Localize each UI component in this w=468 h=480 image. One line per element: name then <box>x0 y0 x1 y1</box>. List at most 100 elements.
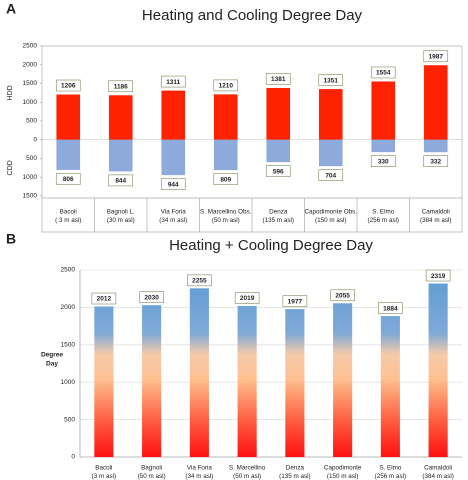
x-tick-label: Capodimonte Obs. <box>304 209 357 216</box>
bar <box>380 316 400 457</box>
x-tick-label: Capodimonte <box>324 465 362 472</box>
value-label-box <box>108 174 134 187</box>
axis-label: CDD <box>7 160 14 175</box>
value-label: 944 <box>168 181 179 188</box>
x-tick-label: Bagnoli <box>141 465 162 472</box>
value-label-box <box>160 75 186 88</box>
value-label-box <box>370 66 396 79</box>
x-tick-label: (384 m asl) <box>420 217 452 224</box>
x-tick-label: (256 m asl) <box>375 473 407 480</box>
value-label: 2019 <box>240 295 255 302</box>
value-label: 1206 <box>61 83 76 90</box>
value-label: 1311 <box>166 79 180 86</box>
value-label: 596 <box>273 168 284 175</box>
value-label: 1884 <box>383 305 398 312</box>
value-label: 2055 <box>335 293 350 300</box>
value-label: 809 <box>220 176 231 183</box>
value-label-box <box>282 295 308 307</box>
chart-title: Heating + Cooling Degree Day <box>169 237 373 254</box>
x-tick-label: (50 m asl) <box>233 473 261 480</box>
x-tick-label: S. Marcellino Obs. <box>200 209 252 216</box>
bar <box>142 305 162 457</box>
y-tick-label: 1500 <box>61 342 76 349</box>
bar <box>318 139 343 167</box>
bar <box>371 139 396 153</box>
value-label: 1351 <box>324 77 339 84</box>
x-tick-label: Via Foria <box>161 209 187 216</box>
x-tick-label: (150 m asl) <box>327 473 359 480</box>
value-label-box <box>330 289 355 302</box>
value-label: 806 <box>63 176 74 183</box>
value-label: 1554 <box>376 70 391 77</box>
x-tick-label: ( 3 m asl) <box>55 217 81 224</box>
y-tick-label: 1000 <box>23 174 38 181</box>
x-tick-label: (34 m asl) <box>185 473 213 480</box>
value-label: 1987 <box>429 53 444 60</box>
value-label-box <box>160 178 186 190</box>
value-label-box <box>378 302 403 314</box>
chart-title: Heating and Cooling Degree Day <box>142 7 363 24</box>
axis-label: Degree <box>41 352 63 359</box>
value-label-box <box>425 269 451 282</box>
value-label-box <box>265 73 291 85</box>
x-tick-label: S. Elmo <box>379 465 402 472</box>
y-tick-label: 2500 <box>23 43 38 50</box>
bar <box>213 139 238 171</box>
value-label-box <box>318 74 344 86</box>
bar <box>371 81 396 140</box>
y-tick-label: 2000 <box>23 61 38 68</box>
x-tick-label: Camaldoli <box>424 465 452 472</box>
x-tick-label: Camaldoli <box>422 209 450 216</box>
bar <box>266 87 291 140</box>
value-label: 2255 <box>192 278 207 285</box>
x-tick-label: Bacoli <box>95 465 112 472</box>
value-label-box <box>139 291 164 303</box>
value-label: 1977 <box>288 298 303 305</box>
y-tick-label: 2500 <box>61 267 76 274</box>
bar <box>56 139 81 170</box>
bar <box>161 90 186 140</box>
value-label: 330 <box>378 158 389 165</box>
x-tick-label: (256 m asl) <box>368 217 400 224</box>
axis-label: HDD <box>7 85 14 100</box>
y-tick-label: 2000 <box>61 304 76 311</box>
x-tick-label: (384 m asl) <box>422 473 454 480</box>
value-label: 2012 <box>97 296 112 303</box>
bar <box>266 139 291 163</box>
value-label-box <box>55 173 81 185</box>
x-tick-label: (30 m asl) <box>107 217 135 224</box>
x-tick-label: S. Elmo <box>372 209 395 216</box>
y-tick-label: 1500 <box>23 80 38 87</box>
value-label: 1186 <box>114 83 128 90</box>
y-tick-label: 500 <box>26 155 37 162</box>
value-label: 2319 <box>431 273 446 280</box>
y-tick-label: 1000 <box>61 379 76 386</box>
value-label-box <box>423 50 449 63</box>
x-tick-label: (3 m asl) <box>92 473 117 480</box>
bar <box>237 305 257 457</box>
value-label-box <box>318 169 344 181</box>
value-label-box <box>370 155 396 167</box>
bar <box>423 139 448 153</box>
value-label: 844 <box>115 178 126 185</box>
value-label-box <box>91 292 117 305</box>
x-tick-label: (50 m asl) <box>212 217 240 224</box>
x-tick-label: Bagnoli L. <box>107 209 135 216</box>
value-label: 704 <box>325 172 336 179</box>
value-label: 1381 <box>271 76 286 83</box>
bar <box>428 283 448 457</box>
x-tick-label: (135 m asl) <box>279 473 311 480</box>
y-tick-label: 500 <box>64 416 75 423</box>
value-label-box <box>234 292 260 304</box>
x-tick-label: (150 m asl) <box>315 217 347 224</box>
value-label-box <box>187 274 212 287</box>
x-tick-label: S. Marcellino <box>229 465 266 472</box>
x-tick-label: Denza <box>269 209 288 216</box>
bar <box>108 139 133 172</box>
x-tick-label: (135 m asl) <box>263 217 295 224</box>
y-tick-label: 1000 <box>23 99 38 106</box>
bar <box>333 303 353 457</box>
bar <box>56 94 81 140</box>
bar <box>423 65 448 140</box>
